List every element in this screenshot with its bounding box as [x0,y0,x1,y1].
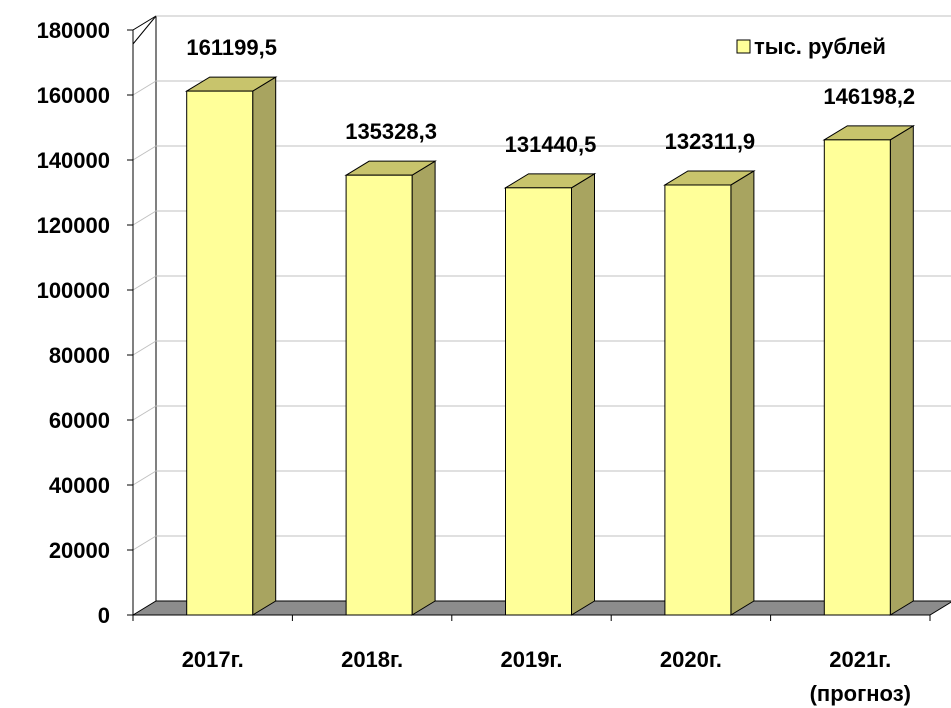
x-tick-label: 2017г. [182,647,244,672]
y-axis-top-edge [132,15,157,31]
x-tick-label: 2021г. [829,647,891,672]
bar [505,187,572,616]
x-axis-tick-labels: 2017г. 2018г. 2019г. 2020г. 2021г. (прогноз) [182,647,911,706]
x-tick-label: (прогноз) [810,681,911,706]
wall-top-edge [132,15,157,45]
y-tick-label: 120000 [37,213,110,238]
bar-side [889,124,914,616]
data-label: 131440,5 [505,132,597,157]
gridline-side [132,80,157,96]
bars [184,76,916,616]
bar [823,139,891,616]
gridline-side [132,275,157,291]
x-tick-label: 2019г. [500,647,562,672]
gridline-side [132,340,157,356]
bar [345,174,413,616]
bar-side [411,160,436,616]
gridline-side [132,535,157,551]
gridline-side [132,405,157,421]
bar-side [252,76,277,616]
legend-label: тыс. рублей [754,34,886,59]
gridline-side [132,145,157,161]
y-axis-tick-labels: 0 20000 40000 60000 80000 100000 120000 140000 1… [37,18,110,628]
y-tick-label: 140000 [37,148,110,173]
y-tick-label: 60000 [49,408,110,433]
y-tick-label: 40000 [49,473,110,498]
legend: тыс. рублей [736,34,886,59]
gridline-side [132,210,157,226]
legend-swatch [736,39,751,54]
y-tick-label: 160000 [37,83,110,108]
gridline-side [132,470,157,486]
y-tick-label: 0 [98,603,110,628]
chart-walls [132,15,157,601]
data-label: 132311,9 [665,129,756,154]
y-tick-label: 100000 [37,278,110,303]
bar [186,90,254,616]
bar-side [571,172,595,616]
data-label: 135328,3 [345,119,437,144]
y-tick-label: 180000 [37,18,110,43]
data-label: 161199,5 [186,35,277,60]
y-tick-label: 80000 [49,343,110,368]
data-labels: 161199,5 135328,3 131440,5 132311,9 146198,2 [186,35,915,157]
bar-side [730,170,755,616]
x-tick-label: 2020г. [660,647,722,672]
bar [664,184,732,616]
data-label: 146198,2 [823,84,915,109]
y-tick-label: 20000 [49,538,110,563]
x-tick-label: 2018г. [341,647,403,672]
